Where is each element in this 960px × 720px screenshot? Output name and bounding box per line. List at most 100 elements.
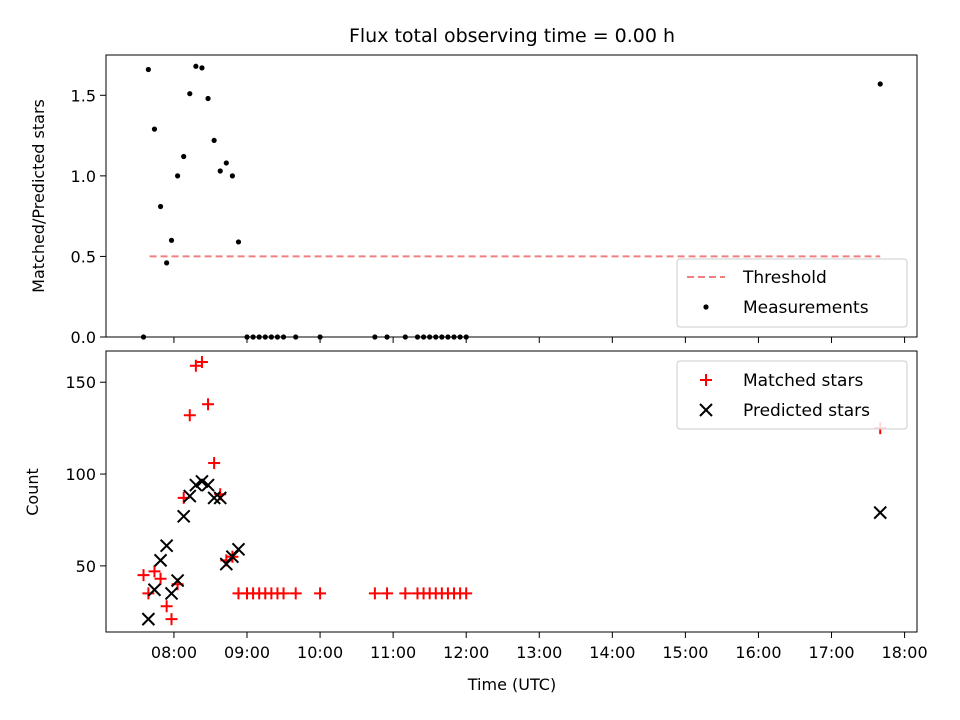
measurement-point <box>205 95 211 102</box>
matched-star-point <box>154 572 167 585</box>
top-legend: Threshold Measurements <box>676 258 908 328</box>
legend-predicted-label: Predicted stars <box>743 401 870 421</box>
measurement-point <box>445 334 451 340</box>
matched-star-point <box>289 587 302 600</box>
measurement-point <box>433 334 439 340</box>
measurement-point <box>280 334 287 340</box>
legend-measurements-label: Measurements <box>743 298 869 318</box>
matched-star-point <box>399 587 412 600</box>
predicted-star-point <box>189 478 203 492</box>
measurement-point <box>181 153 187 160</box>
predicted-star-point <box>170 573 185 588</box>
predicted-star-point <box>213 491 227 505</box>
predicted-star-point <box>201 478 215 492</box>
measurement-point <box>293 334 299 340</box>
measurement-point <box>235 239 242 245</box>
matched-star-point <box>460 587 473 600</box>
top-legend-box <box>676 258 908 328</box>
matched-star-point <box>277 587 290 600</box>
matched-star-point <box>165 613 178 626</box>
measurement-point <box>168 237 175 243</box>
matched-star-point <box>208 457 221 470</box>
measurement-point <box>229 173 235 179</box>
matched-star-point <box>314 587 327 600</box>
measurement-point <box>317 334 323 340</box>
x-tick-label: 14:00 <box>589 643 635 662</box>
measurement-point <box>451 334 457 340</box>
legend-threshold-label: Threshold <box>742 268 827 288</box>
x-tick-label: 15:00 <box>662 643 708 662</box>
bottom-y-axis-label: Count <box>23 468 42 516</box>
measurement-point <box>175 173 181 179</box>
x-tick-label: 17:00 <box>808 643 854 662</box>
matched-star-point <box>189 359 202 372</box>
bottom-panel: 50 100 150 08:00 09:00 10:00 11:00 12:00 13:00 14… <box>65 350 928 662</box>
measurement-point <box>211 137 217 144</box>
measurement-point <box>457 334 463 340</box>
bottom-y-tick-label: 50 <box>76 557 96 576</box>
predicted-star-point <box>207 491 221 505</box>
top-panel: 0.0 0.5 1.0 1.5 Threshold Measurements <box>71 54 918 347</box>
matched-star-point <box>368 587 381 600</box>
measurement-point <box>193 63 199 69</box>
matched-star-point <box>195 356 208 369</box>
measurement-point <box>223 160 229 166</box>
x-tick-label: 12:00 <box>443 643 489 662</box>
top-y-tick-label: 0.5 <box>71 247 96 266</box>
bottom-legend-box <box>676 360 908 430</box>
predicted-star-point <box>176 509 191 524</box>
x-tick-label: 11:00 <box>370 643 416 662</box>
measurement-point <box>187 91 193 97</box>
legend-matched-swatch <box>700 374 712 386</box>
matched-star-point <box>142 587 155 600</box>
top-axes-frame <box>105 54 918 338</box>
x-tick-label: 13:00 <box>516 643 562 662</box>
measurement-point <box>151 126 158 132</box>
x-axis-label: Time (UTC) <box>467 675 556 694</box>
predicted-star-point <box>141 612 156 626</box>
measurement-point <box>877 81 883 87</box>
measurement-point <box>199 65 205 71</box>
legend-measurements-swatch <box>703 304 709 310</box>
top-y-tick-label: 1.0 <box>71 167 96 186</box>
legend-predicted-swatch <box>699 403 713 417</box>
matched-star-point <box>160 600 173 613</box>
measurement-point <box>140 334 147 340</box>
measurement-point <box>268 334 274 340</box>
predicted-star-point <box>164 586 179 601</box>
matched-star-point <box>183 409 196 422</box>
x-tick-label: 16:00 <box>735 643 781 662</box>
predicted-star-point <box>183 489 197 503</box>
predicted-star-point <box>159 538 174 553</box>
legend-matched-label: Matched stars <box>743 371 863 391</box>
chart-title: Flux total observing time = 0.00 h <box>349 25 675 47</box>
top-y-axis-label: Matched/Predicted stars <box>29 99 48 293</box>
bottom-y-tick-label: 150 <box>65 373 96 392</box>
matched-star-point <box>381 587 394 600</box>
measurement-point <box>157 203 164 210</box>
measurement-point <box>250 334 256 340</box>
measurement-point <box>262 334 268 340</box>
bottom-axes-frame <box>105 350 918 633</box>
measurement-point <box>145 66 151 73</box>
x-tick-label: 09:00 <box>224 643 270 662</box>
bottom-legend: Matched stars Predicted stars <box>676 360 908 430</box>
measurement-point <box>244 334 250 340</box>
measurement-point <box>274 334 281 340</box>
matched-star-point <box>202 398 215 411</box>
measurement-point <box>256 334 262 340</box>
x-tick-label: 08:00 <box>151 643 197 662</box>
top-y-tick-label: 1.5 <box>71 86 96 105</box>
measurement-point <box>463 334 469 340</box>
predicted-star-point <box>195 474 209 489</box>
measurement-point <box>384 334 390 340</box>
top-y-tick-label: 0.0 <box>71 328 96 347</box>
bottom-y-tick-label: 100 <box>65 465 96 484</box>
x-tick-label: 18:00 <box>882 643 928 662</box>
predicted-star-point <box>153 553 168 568</box>
measurement-point <box>402 334 408 340</box>
measurement-point <box>217 168 223 174</box>
matched-star-point <box>137 569 150 582</box>
measurement-point <box>164 260 170 266</box>
